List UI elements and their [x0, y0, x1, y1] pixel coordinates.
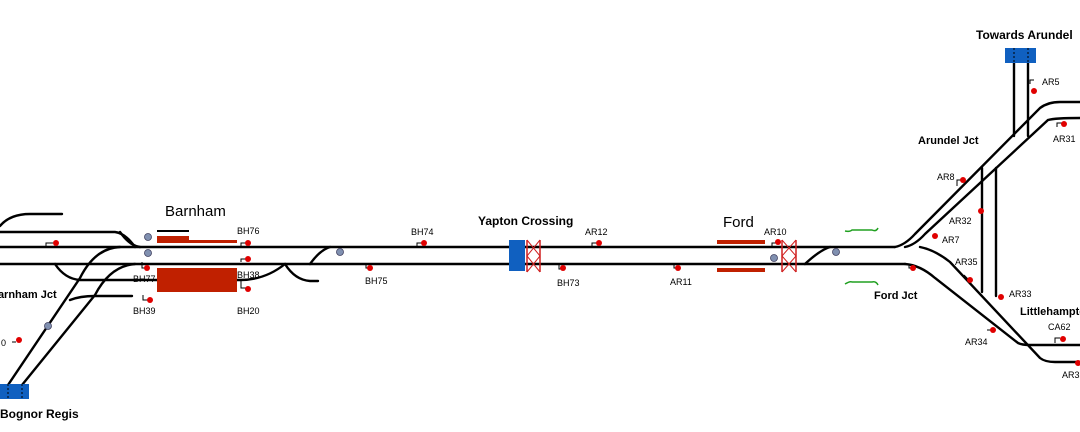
signal-ar32[interactable] — [978, 208, 984, 214]
barnham-platforms — [157, 230, 237, 292]
ford-crossover — [803, 245, 832, 266]
bognor-label: Bognor Regis — [0, 407, 79, 421]
signal-ar5[interactable] — [1029, 79, 1037, 94]
point-indicator[interactable] — [44, 322, 52, 330]
station-labels: Barnham Yapton Crossing Ford Arundel Jct… — [0, 28, 1080, 421]
signal-bh77[interactable] — [141, 262, 150, 271]
barnham-siding-track — [0, 212, 64, 228]
point-indicator[interactable] — [144, 233, 152, 241]
signal-ar12[interactable] — [591, 240, 602, 248]
bognor-block — [0, 384, 29, 399]
signal-ar34[interactable] — [987, 327, 996, 333]
barnham-platform-2 — [189, 240, 237, 243]
towards-arundel-block — [1005, 48, 1036, 63]
signal-bh38[interactable] — [240, 256, 251, 262]
signal-ca62[interactable] — [1054, 336, 1066, 343]
signal-ar3[interactable] — [1075, 360, 1080, 366]
signal-label: AR3 — [1062, 370, 1080, 380]
main-line-tracks — [0, 245, 907, 266]
signal-bh39[interactable] — [142, 295, 153, 303]
signal-ford-jct[interactable] — [908, 265, 916, 271]
barnham-jct-label: Barnham Jct — [0, 289, 57, 301]
signal-label: CA62 — [1048, 322, 1071, 332]
signal-label: AR11 — [670, 277, 692, 287]
signal-ar11[interactable] — [673, 265, 681, 271]
signal-label: AR5 — [1042, 77, 1060, 87]
signal-bognor[interactable] — [12, 337, 22, 343]
signal-label: AR31 — [1053, 134, 1076, 144]
signal-label: BH74 — [411, 227, 434, 237]
towards-arundel-label: Towards Arundel — [976, 28, 1073, 42]
signal-label: BH39 — [133, 306, 156, 316]
signal-label: BH75 — [365, 276, 388, 286]
barnham-east-crossover — [308, 245, 332, 266]
point-indicators — [44, 233, 840, 330]
arundel-littlehampton-tracks — [893, 60, 1080, 364]
yapton-level-crossing — [509, 239, 541, 273]
signal-label: BH38 — [237, 270, 260, 280]
bognor-branch-connector — [68, 294, 134, 302]
signal-ar10[interactable] — [771, 239, 781, 248]
signal-label: AR7 — [942, 235, 960, 245]
ford-platform-up — [717, 240, 765, 244]
signal-label: AR12 — [585, 227, 608, 237]
littlehampton-down-line — [918, 245, 1080, 364]
ford-platforms — [717, 240, 765, 272]
ford-level-crossing — [781, 239, 797, 273]
signal-bh73[interactable] — [558, 265, 566, 271]
signal-label: AR8 — [937, 172, 955, 182]
point-indicator[interactable] — [832, 248, 840, 256]
signal-label: BH73 — [557, 278, 580, 288]
yapton-label: Yapton Crossing — [478, 214, 573, 228]
barnham-platform-1 — [157, 236, 189, 243]
signal-bh20[interactable] — [240, 281, 251, 292]
signal-label: AR35 — [955, 257, 978, 267]
point-indicator[interactable] — [770, 254, 778, 262]
point-indicator[interactable] — [144, 249, 152, 257]
barnham-east-siding — [283, 262, 320, 283]
signal-left-barnham[interactable] — [45, 240, 59, 248]
arundel-jct-label: Arundel Jct — [918, 135, 979, 147]
arundel-down-line — [903, 116, 1080, 249]
signal-bh75[interactable] — [365, 265, 373, 271]
ford-area-tracks — [803, 245, 832, 266]
ford-jct-markers — [844, 227, 879, 286]
barnham-bay-track — [0, 230, 137, 249]
signals — [12, 79, 1080, 366]
barnham-island-platform — [157, 268, 237, 292]
signal-label: AR10 — [764, 227, 787, 237]
signal-label: 0 — [1, 338, 6, 348]
signal-label: AR34 — [965, 337, 988, 347]
signal-ar31[interactable] — [1056, 121, 1067, 127]
signal-label: BH20 — [237, 306, 260, 316]
signal-label: AR33 — [1009, 289, 1032, 299]
signal-ar35[interactable] — [963, 274, 973, 283]
barnham-loop-upper — [118, 230, 142, 249]
littlehampton-label: Littlehampton — [1020, 306, 1080, 318]
signal-label: BH77 — [133, 274, 156, 284]
signal-bh74[interactable] — [416, 240, 427, 248]
bognor-branch-track-1 — [6, 245, 122, 387]
signal-ar33[interactable] — [998, 294, 1004, 300]
signal-ar7[interactable] — [932, 233, 938, 239]
signal-labels: BH76 BH77 BH38 BH39 BH20 BH74 BH75 BH73 … — [1, 77, 1080, 380]
point-indicator[interactable] — [336, 248, 344, 256]
signal-ar8[interactable] — [956, 177, 966, 186]
ford-label: Ford — [723, 214, 754, 231]
barnham-label: Barnham — [165, 203, 226, 220]
arundel-up-line — [893, 100, 1080, 249]
ford-jct-label: Ford Jct — [874, 290, 918, 302]
ford-platform-down — [717, 268, 765, 272]
signal-label: AR32 — [949, 216, 972, 226]
signal-label: BH76 — [237, 226, 260, 236]
signal-bh76[interactable] — [240, 240, 251, 248]
